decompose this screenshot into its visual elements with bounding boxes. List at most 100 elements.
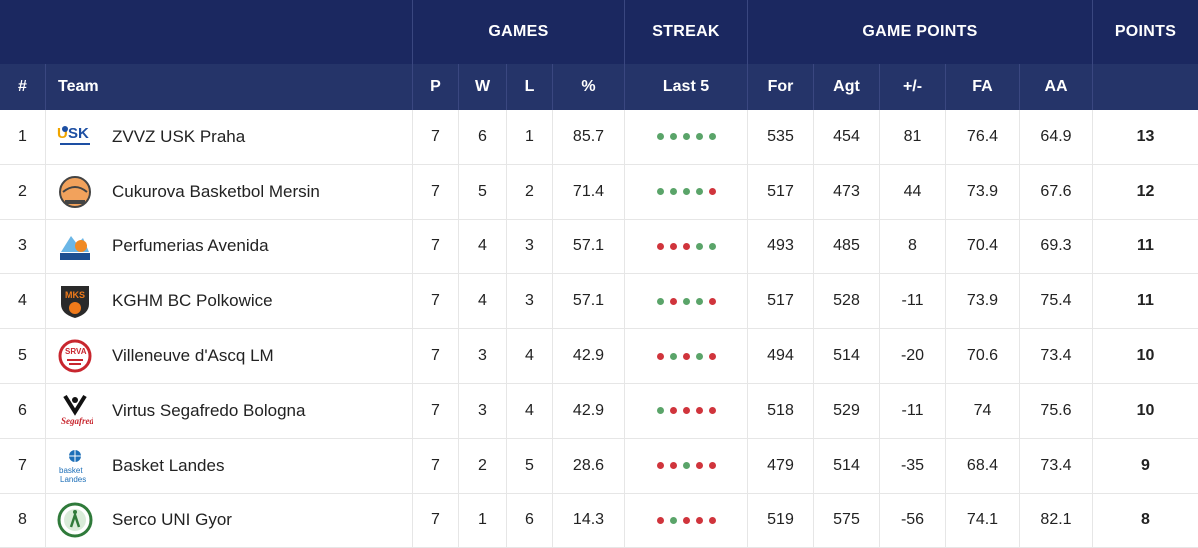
against-cell: 454 [814,110,880,164]
played-cell: 7 [413,219,459,274]
last5-dots [656,352,716,360]
win-dot-icon [682,133,690,141]
group-header-blank [0,0,413,64]
team-name[interactable]: Cukurova Basketbol Mersin [112,181,320,201]
table-row[interactable]: 8 Serco UNI Gyor 7 1 6 14.3 519 575 -56 74.1 82.1 8 [0,493,1198,548]
col-header-losses[interactable]: L [507,64,553,110]
standings-body: 1 U SK ZVVZ USK Praha 7 6 1 85.7 535 454 81 76.4 64.… [0,110,1198,548]
fa-cell: 68.4 [946,438,1020,493]
team-name[interactable]: KGHM BC Polkowice [112,291,273,311]
wins-cell: 4 [459,274,507,329]
rank-cell: 2 [0,164,46,219]
diff-cell: -35 [880,438,946,493]
fa-cell: 74.1 [946,493,1020,548]
team-cell[interactable]: Perfumerias Avenida [46,219,413,274]
loss-dot-icon [708,352,716,360]
streak-cell [625,110,748,164]
svg-text:basket: basket [59,466,83,475]
win-dot-icon [682,188,690,196]
col-header-wins[interactable]: W [459,64,507,110]
uni-gyor-logo-icon [56,501,94,539]
svg-text:MKS: MKS [65,290,85,300]
wins-cell: 3 [459,383,507,438]
for-cell: 535 [748,110,814,164]
played-cell: 7 [413,493,459,548]
table-row[interactable]: 2 Cukurova Basketbol Mersin 7 5 2 71.4 517 473 4… [0,164,1198,220]
col-header-fa[interactable]: FA [946,64,1020,110]
team-cell[interactable]: MKS KGHM BC Polkowice [46,274,413,329]
table-row[interactable]: 3 Perfumerias Avenida 7 4 3 57.1 493 485 8 70.4 69… [0,219,1198,275]
points-cell: 10 [1136,401,1155,419]
loss-dot-icon [669,297,677,305]
fa-cell: 74 [946,383,1020,438]
against-cell: 575 [814,493,880,548]
last5-dots [656,462,716,470]
loss-dot-icon [695,462,703,470]
for-cell: 517 [748,164,814,219]
win-dot-icon [695,188,703,196]
col-header-for[interactable]: For [748,64,814,110]
streak-cell [625,493,748,548]
wins-cell: 1 [459,493,507,548]
loss-dot-icon [656,242,664,250]
team-name[interactable]: Perfumerias Avenida [112,236,269,256]
svg-text:U: U [57,125,68,142]
fa-cell: 73.9 [946,274,1020,329]
win-dot-icon [656,297,664,305]
team-cell[interactable]: basket Landes Basket Landes [46,438,413,493]
rank-cell: 6 [0,383,46,438]
team-cell[interactable]: Serco UNI Gyor [46,493,413,548]
points-cell: 12 [1136,182,1155,200]
col-header-diff[interactable]: +/- [880,64,946,110]
col-header-percentage[interactable]: % [553,64,625,110]
avenida-logo-icon [56,227,94,265]
col-header-aa[interactable]: AA [1020,64,1093,110]
team-cell[interactable]: SRVA Villeneuve d'Ascq LM [46,329,413,383]
table-row[interactable]: 6 Segafredo Virtus Segafredo Bologna 73442.… [0,383,1198,439]
played-cell: 7 [413,274,459,329]
table-row[interactable]: 4 MKS KGHM BC Polkowice 7 4 3 57.1 517 528 -11 73.… [0,274,1198,330]
percentage-cell: 14.3 [553,493,625,548]
loss-dot-icon [708,297,716,305]
win-dot-icon [708,133,716,141]
percentage-cell: 28.6 [553,438,625,493]
win-dot-icon [656,133,664,141]
losses-cell: 3 [507,274,553,329]
diff-cell: -20 [880,329,946,383]
table-row[interactable]: 1 U SK ZVVZ USK Praha 7 6 1 85.7 535 454 81 76.4 64.… [0,110,1198,165]
team-name[interactable]: Serco UNI Gyor [112,510,232,530]
last5-dots [656,188,716,196]
aa-cell: 82.1 [1020,493,1093,548]
wins-cell: 4 [459,219,507,274]
loss-dot-icon [656,516,664,524]
svg-text:Landes: Landes [60,475,86,484]
streak-cell [625,329,748,383]
team-name[interactable]: Basket Landes [112,455,225,475]
col-header-points[interactable] [1093,64,1198,110]
team-name[interactable]: Villeneuve d'Ascq LM [112,346,274,366]
team-cell[interactable]: Segafredo Virtus Segafredo Bologna [46,383,413,438]
rank-cell: 1 [0,110,46,164]
aa-cell: 67.6 [1020,164,1093,219]
villeneuve-logo-icon: SRVA [56,337,94,375]
team-cell[interactable]: U SK ZVVZ USK Praha [46,110,413,164]
losses-cell: 5 [507,438,553,493]
col-header-played[interactable]: P [413,64,459,110]
table-row[interactable]: 7 basket Landes Basket Landes 7 2 5 28.6 479 514-… [0,438,1198,494]
team-cell[interactable]: Cukurova Basketbol Mersin [46,164,413,219]
team-name[interactable]: ZVVZ USK Praha [112,126,246,146]
played-cell: 7 [413,329,459,383]
loss-dot-icon [682,242,690,250]
against-cell: 529 [814,383,880,438]
diff-cell: -11 [880,274,946,329]
team-name[interactable]: Virtus Segafredo Bologna [112,400,306,420]
rank-cell: 5 [0,329,46,383]
table-row[interactable]: 5 SRVA Villeneuve d'Ascq LM 7 3 4 42.9 494 514 -2… [0,329,1198,384]
col-header-team[interactable]: Team [46,64,413,110]
loss-dot-icon [682,516,690,524]
rank-cell: 7 [0,438,46,493]
col-header-rank[interactable]: # [0,64,46,110]
col-header-against[interactable]: Agt [814,64,880,110]
diff-cell: -11 [880,383,946,438]
